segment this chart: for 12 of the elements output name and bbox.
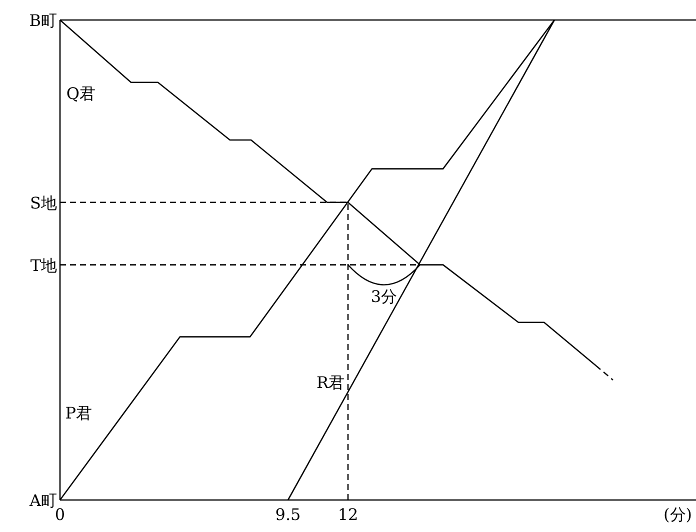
x-axis-title: (分)	[664, 505, 692, 524]
series-label: R君	[316, 373, 345, 392]
text: T地	[30, 256, 57, 275]
text: B町	[29, 11, 57, 30]
x-tick-label: 9.5	[275, 505, 301, 524]
series-label: Q君	[66, 84, 96, 104]
text: S地	[30, 193, 57, 212]
annotation: 3分	[370, 286, 398, 306]
x-tick-label: 12	[338, 505, 358, 524]
series-label: P君	[65, 403, 92, 422]
text: A町	[28, 491, 57, 510]
x-tick-label: 0	[54, 505, 66, 524]
